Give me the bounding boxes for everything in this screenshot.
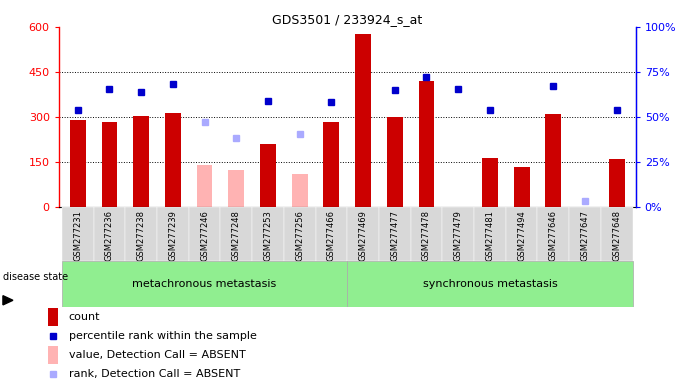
Bar <box>506 207 538 261</box>
Bar <box>284 207 316 261</box>
Bar <box>379 207 410 261</box>
Text: GSM277469: GSM277469 <box>359 210 368 261</box>
Bar <box>260 144 276 207</box>
Bar <box>102 122 117 207</box>
Text: GSM277478: GSM277478 <box>422 210 431 261</box>
Bar <box>48 346 58 364</box>
Bar <box>538 207 569 261</box>
Title: GDS3501 / 233924_s_at: GDS3501 / 233924_s_at <box>272 13 422 26</box>
Bar <box>410 207 442 261</box>
Bar <box>323 122 339 207</box>
Bar <box>601 207 632 261</box>
Text: synchronous metastasis: synchronous metastasis <box>422 279 557 289</box>
Text: GSM277236: GSM277236 <box>105 210 114 261</box>
Text: disease state: disease state <box>3 272 68 282</box>
Bar <box>419 81 435 207</box>
Bar <box>197 165 213 207</box>
Text: GSM277479: GSM277479 <box>454 210 463 261</box>
Text: count: count <box>69 312 100 322</box>
Bar <box>125 207 157 261</box>
Text: GSM277648: GSM277648 <box>612 210 621 261</box>
Text: GSM277239: GSM277239 <box>169 210 178 261</box>
Bar <box>62 207 93 261</box>
Bar <box>252 207 284 261</box>
Bar <box>157 207 189 261</box>
Text: GSM277231: GSM277231 <box>73 210 82 261</box>
Text: GSM277481: GSM277481 <box>485 210 494 261</box>
Bar <box>220 207 252 261</box>
Text: GSM277466: GSM277466 <box>327 210 336 261</box>
Bar <box>482 158 498 207</box>
Bar <box>93 207 125 261</box>
Bar <box>48 308 58 326</box>
Bar <box>62 261 347 307</box>
Text: GSM277253: GSM277253 <box>263 210 272 261</box>
Bar <box>292 174 307 207</box>
Bar <box>442 207 474 261</box>
Text: GSM277246: GSM277246 <box>200 210 209 261</box>
Text: value, Detection Call = ABSENT: value, Detection Call = ABSENT <box>69 350 245 360</box>
Text: GSM277494: GSM277494 <box>517 210 526 261</box>
Text: GSM277256: GSM277256 <box>295 210 304 261</box>
Text: metachronous metastasis: metachronous metastasis <box>133 279 276 289</box>
Text: percentile rank within the sample: percentile rank within the sample <box>69 331 256 341</box>
Bar <box>609 159 625 207</box>
Bar <box>228 170 244 207</box>
Text: GSM277647: GSM277647 <box>580 210 589 261</box>
Bar <box>133 116 149 207</box>
Bar <box>165 113 181 207</box>
Bar <box>545 114 561 207</box>
Bar <box>189 207 220 261</box>
Bar <box>513 167 529 207</box>
Bar <box>347 207 379 261</box>
Bar <box>347 261 632 307</box>
Text: GSM277477: GSM277477 <box>390 210 399 261</box>
Text: GSM277238: GSM277238 <box>137 210 146 261</box>
Bar <box>569 207 601 261</box>
Bar <box>316 207 347 261</box>
Text: rank, Detection Call = ABSENT: rank, Detection Call = ABSENT <box>69 369 240 379</box>
Polygon shape <box>3 296 13 305</box>
Bar <box>474 207 506 261</box>
Text: GSM277646: GSM277646 <box>549 210 558 261</box>
Bar <box>387 117 403 207</box>
Text: GSM277248: GSM277248 <box>231 210 240 261</box>
Bar <box>355 35 371 207</box>
Bar <box>70 120 86 207</box>
